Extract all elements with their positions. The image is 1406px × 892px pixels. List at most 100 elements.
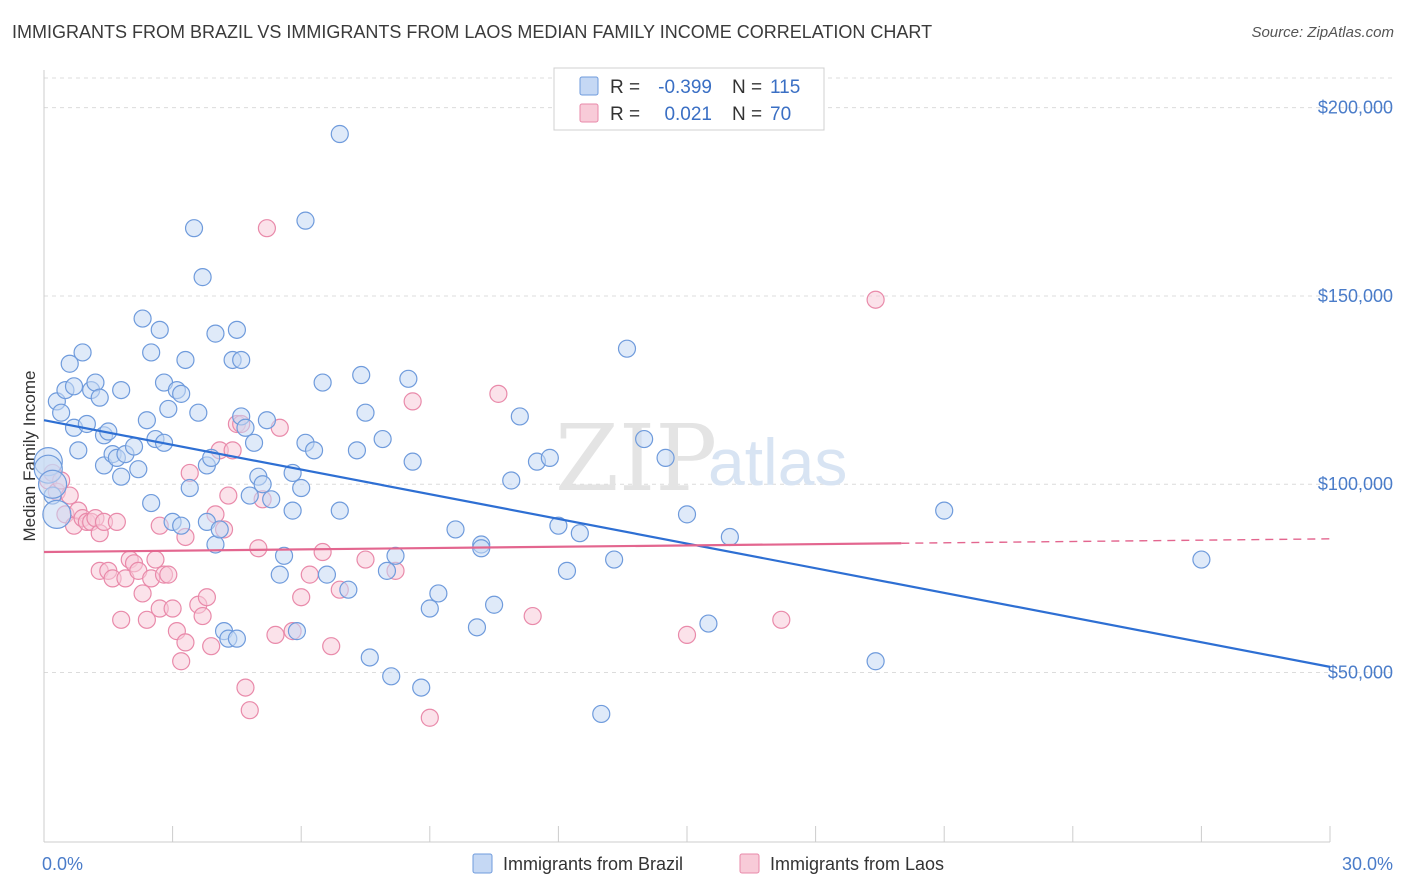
laos-point [159,565,178,584]
y-tick-label: $100,000 [1318,474,1393,494]
bottom-legend-label-brazil: Immigrants from Brazil [503,854,683,874]
brazil-point [176,350,195,370]
brazil-point [420,599,439,618]
brazil-point [317,565,337,584]
brazil-point [467,618,487,637]
brazil-point [142,493,161,513]
brazil-point [399,369,418,388]
laos-point [313,542,332,562]
laos-point [176,633,195,652]
laos-point [249,539,268,558]
brazil-point [133,309,152,328]
laos-point [866,290,885,309]
brazil-point [656,448,675,467]
source-attribution: Source: ZipAtlas.com [1251,24,1394,41]
brazil-point [42,499,72,529]
brazil-point [510,407,529,426]
brazil-point [287,622,307,641]
brazil-point [283,501,302,520]
y-tick-label: $50,000 [1328,663,1393,683]
y-tick-label: $150,000 [1318,286,1393,306]
brazil-point [206,324,225,343]
laos-point [257,219,277,238]
laos-trend-line-extension [901,538,1331,544]
y-axis-label: Median Family Income [20,370,39,541]
brazil-point [699,614,718,633]
brazil-point [227,629,246,648]
laos-point [133,584,152,603]
y-tick-labels: $50,000 $100,000 $150,000 $200,000 [1318,98,1393,683]
brazil-point [210,520,229,539]
brazil-point [90,388,109,407]
laos-point [420,708,439,727]
correlation-legend: R = -0.399 N = 115 R = 0.021 N = 70 [553,67,825,131]
laos-point [266,625,285,644]
bottom-legend-swatch-laos [739,853,760,874]
brazil-point [313,373,332,392]
laos-point [322,637,341,656]
brazil-point [232,350,251,370]
brazil-point [557,561,577,580]
brazil-point [635,429,654,449]
brazil-point [382,667,401,686]
brazil-point [339,580,358,599]
legend-box [553,67,825,131]
brazil-point [64,377,84,396]
laos-point [107,512,126,532]
laos-point [197,588,216,607]
brazil-point [866,652,885,671]
x-tick-label: 30.0% [1342,854,1393,874]
brazil-point [180,478,199,498]
brazil-point [86,373,105,392]
brazil-point [193,268,212,287]
brazil-point [304,441,324,460]
legend-r-value-brazil: -0.399 [658,77,712,98]
brazil-point [124,437,144,456]
brazil-point [112,467,131,486]
laos-trend-line [43,542,902,554]
laos-point [219,486,238,505]
laos-point [356,550,375,569]
brazil-point [1192,550,1211,569]
brazil-point [137,411,156,430]
brazil-point [347,441,367,460]
laos-point [772,610,791,629]
brazil-point [935,501,954,520]
laos-point [112,610,131,629]
brazil-point [262,490,281,509]
bottom-legend-label-laos: Immigrants from Laos [770,854,944,874]
brazil-point [549,516,568,535]
brazil-point [403,452,422,471]
grid-lines [44,77,1395,674]
brazil-point [69,441,88,460]
brazil-point [605,550,624,569]
brazil-point [73,343,92,362]
legend-n-label-laos: N = [732,104,762,125]
y-tick-label: $200,000 [1318,98,1393,118]
brazil-point [330,124,349,144]
chart-title: IMMIGRANTS FROM BRAZIL VS IMMIGRANTS FRO… [12,22,933,42]
brazil-point [502,471,521,490]
brazil-point [159,399,178,419]
brazil-point [617,339,637,358]
brazil-point [360,648,379,667]
brazil-point [184,219,204,238]
brazil-point [485,595,504,614]
brazil-point [592,704,611,724]
brazil-point [172,516,191,535]
legend-n-value-brazil: 115 [770,77,800,98]
laos-point [180,463,199,483]
brazil-point [377,561,397,580]
trend-lines [43,419,1331,668]
brazil-point [386,546,405,565]
brazil-point [352,365,371,385]
laos-point [292,588,311,607]
brazil-point [60,354,79,373]
watermark-zip: ZIP [555,405,717,512]
laos-point [172,652,191,671]
laos-point [163,599,182,618]
brazil-trend-line [43,419,1331,668]
brazil-point [270,565,289,584]
brazil-point [227,320,246,339]
legend-r-label-laos: R = [610,104,640,125]
